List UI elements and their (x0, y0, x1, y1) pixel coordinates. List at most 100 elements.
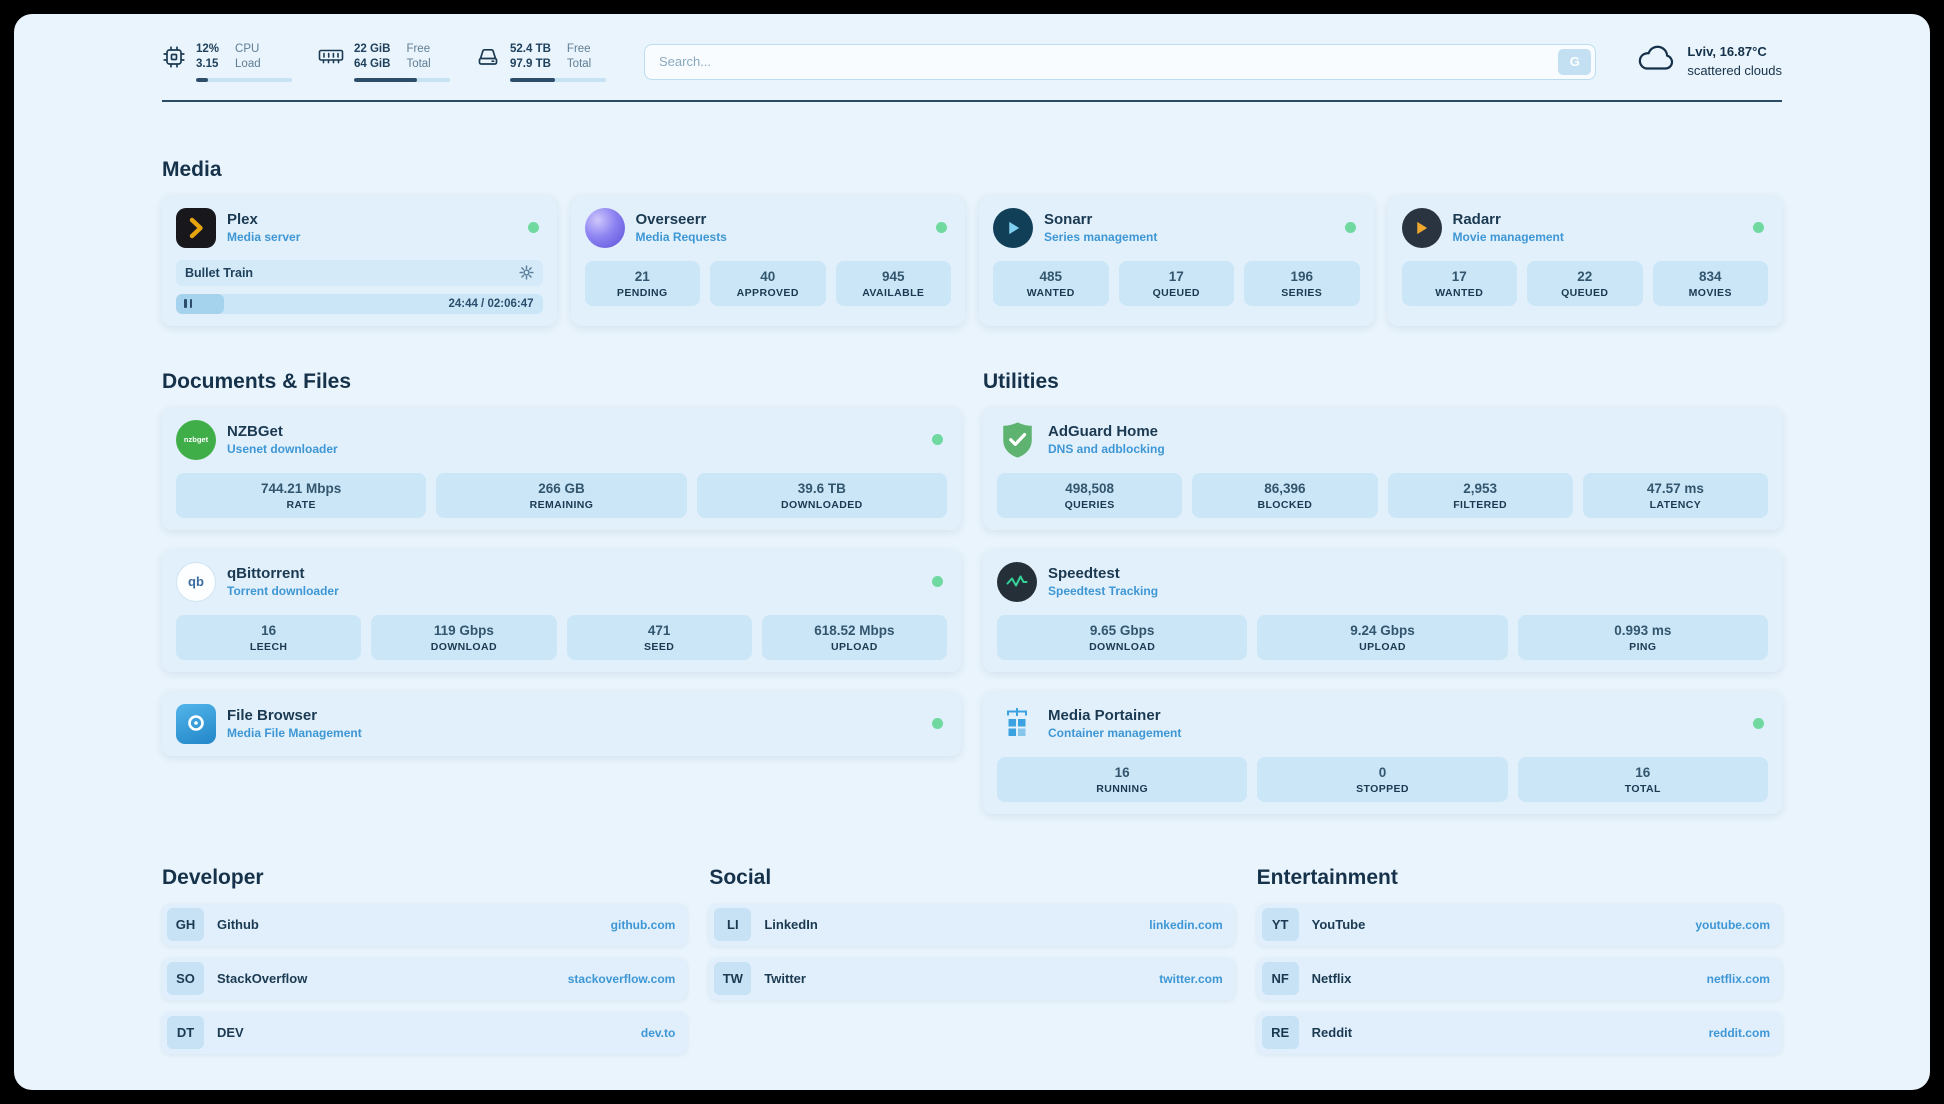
stat-value: 40 (760, 268, 776, 284)
bookmark-linkedin[interactable]: LI LinkedIn linkedin.com (709, 903, 1235, 946)
stat-label: DOWNLOAD (430, 640, 497, 653)
github-icon: GH (167, 908, 204, 942)
adguard-subtitle: DNS and adblocking (1048, 442, 1165, 457)
pause-icon[interactable] (184, 299, 192, 309)
hard-drive-icon (476, 42, 500, 74)
search-bar: G (644, 43, 1597, 80)
section-heading-developer: Developer (162, 865, 264, 889)
radarr-status-dot (1753, 222, 1764, 234)
sonarr-stat-wanted: 485 WANTED (993, 260, 1109, 306)
plex-status-dot (527, 222, 539, 234)
overseerr-card[interactable]: Overseerr Media Requests 21 PENDING 40 A… (570, 195, 965, 326)
radarr-card[interactable]: Radarr Movie management 17 WANTED 22 QUE… (1387, 195, 1782, 326)
speedtest-stat-upload: 9.24 Gbps UPLOAD (1257, 614, 1508, 660)
nzbget-card[interactable]: nzbget NZBGet Usenet downloader 744.21 M… (162, 407, 961, 530)
stat-label: LATENCY (1649, 498, 1702, 511)
bookmark-name: YouTube (1311, 917, 1366, 933)
speedtest-stat-download: 9.65 Gbps DOWNLOAD (997, 614, 1248, 660)
portainer-card[interactable]: Media Portainer Container management 16 … (983, 691, 1782, 814)
stat-label: WANTED (1435, 286, 1484, 299)
bookmark-name: StackOverflow (217, 971, 308, 987)
bookmark-github[interactable]: GH Github github.com (162, 903, 688, 946)
ram-icon (318, 42, 344, 72)
filebrowser-title: File Browser (227, 707, 318, 725)
gear-icon[interactable] (518, 265, 534, 280)
stat-value: 16 (261, 622, 277, 638)
bookmark-stackoverflow[interactable]: SO StackOverflow stackoverflow.com (162, 957, 688, 1000)
stat-label: DOWNLOAD (1089, 640, 1156, 653)
cpu-progress-fill (196, 77, 208, 82)
stat-label: BLOCKED (1257, 498, 1313, 511)
bookmark-url: stackoverflow.com (567, 971, 676, 986)
bookmark-dev[interactable]: DT DEV dev.to (162, 1011, 688, 1054)
sonarr-card[interactable]: Sonarr Series management 485 WANTED 17 Q… (979, 195, 1374, 326)
stackoverflow-icon: SO (167, 962, 204, 996)
bookmark-youtube[interactable]: YT YouTube youtube.com (1256, 903, 1782, 946)
stat-value: 498,508 (1065, 480, 1115, 496)
cpu-label-2: Load (235, 57, 261, 70)
stat-value: 0 (1378, 764, 1387, 780)
plex-progress-bar[interactable]: 24:44 / 02:06:47 (176, 293, 543, 314)
bookmark-name: Twitter (764, 971, 806, 987)
bookmark-netflix[interactable]: NF Netflix netflix.com (1256, 957, 1782, 1000)
disk-total: 97.9 TB (510, 57, 551, 70)
header-divider (162, 99, 1782, 102)
plex-card[interactable]: Plex Media server Bullet Train 24:44 / 0 (162, 195, 557, 326)
search-input[interactable] (644, 43, 1597, 80)
bookmark-url: github.com (610, 917, 676, 932)
ram-total: 64 GiB (354, 57, 391, 70)
portainer-status-dot (1753, 718, 1764, 730)
stat-value: 834 (1698, 268, 1722, 284)
bookmarks-social: Social LI LinkedIn linkedin.com TW Twitt… (709, 814, 1235, 1000)
stat-label: QUERIES (1064, 498, 1115, 511)
filebrowser-card[interactable]: File Browser Media File Management (162, 691, 961, 756)
linkedin-icon: LI (714, 908, 752, 942)
stat-value: 9.24 Gbps (1350, 622, 1415, 638)
documents-column: Documents & Files nzbget NZBGet Usenet d… (162, 326, 961, 756)
sonarr-icon (993, 207, 1033, 248)
stat-label: FILTERED (1453, 498, 1507, 511)
cpu-load-avg: 3.15 (196, 57, 219, 70)
filebrowser-icon (176, 703, 216, 744)
disk-label-2: Total (566, 57, 592, 70)
bookmark-url: linkedin.com (1149, 917, 1223, 932)
sonarr-stat-series: 196 SERIES (1244, 260, 1360, 306)
section-heading-media: Media (162, 157, 222, 181)
speedtest-icon (997, 561, 1037, 602)
netflix-icon: NF (1261, 962, 1299, 996)
bookmark-reddit[interactable]: RE Reddit reddit.com (1256, 1011, 1782, 1054)
cpu-label-1: CPU (235, 43, 260, 55)
cpu-icon (162, 42, 186, 74)
qbittorrent-card[interactable]: qb qBittorrent Torrent downloader 16 (162, 549, 961, 672)
radarr-subtitle: Movie management (1452, 230, 1564, 245)
adguard-stat-latency: 47.57 ms LATENCY (1582, 472, 1768, 518)
playback-time: 24:44 / 02:06:47 (448, 297, 534, 310)
bookmark-twitter[interactable]: TW Twitter twitter.com (709, 957, 1235, 1000)
stat-label: WANTED (1026, 286, 1075, 299)
stat-value: 471 (647, 622, 671, 638)
ram-progress-fill (354, 77, 418, 82)
search-engine-button[interactable]: G (1558, 48, 1592, 75)
adguard-card[interactable]: AdGuard Home DNS and adblocking 498,508 … (983, 407, 1782, 530)
stat-value: 16 (1114, 764, 1130, 780)
ram-label-2: Total (406, 57, 431, 70)
plex-subtitle: Media server (227, 230, 301, 245)
radarr-stat-queued: 22 QUEUED (1527, 260, 1643, 306)
stat-label: PENDING (616, 286, 668, 299)
stat-label: RATE (286, 498, 316, 511)
stat-value: 119 Gbps (433, 622, 494, 638)
speedtest-card[interactable]: Speedtest Speedtest Tracking 9.65 Gbps D… (983, 549, 1782, 672)
stat-label: REMAINING (529, 498, 594, 511)
overseerr-title: Overseerr (635, 211, 707, 229)
bookmark-name: Github (217, 917, 259, 933)
adguard-stat-queries: 498,508 QUERIES (997, 472, 1183, 518)
nzbget-status-dot (932, 434, 943, 446)
stat-label: SERIES (1281, 286, 1323, 299)
adguard-shield-icon (997, 420, 1037, 460)
qbittorrent-stat-download: 119 Gbps DOWNLOAD (371, 614, 557, 660)
stat-value: 618.52 Mbps (814, 622, 895, 638)
qbittorrent-icon: qb (176, 561, 216, 602)
stat-label: QUEUED (1152, 286, 1200, 299)
qbittorrent-icon-text: qb (188, 574, 204, 590)
ram-free: 22 GiB (354, 43, 391, 55)
